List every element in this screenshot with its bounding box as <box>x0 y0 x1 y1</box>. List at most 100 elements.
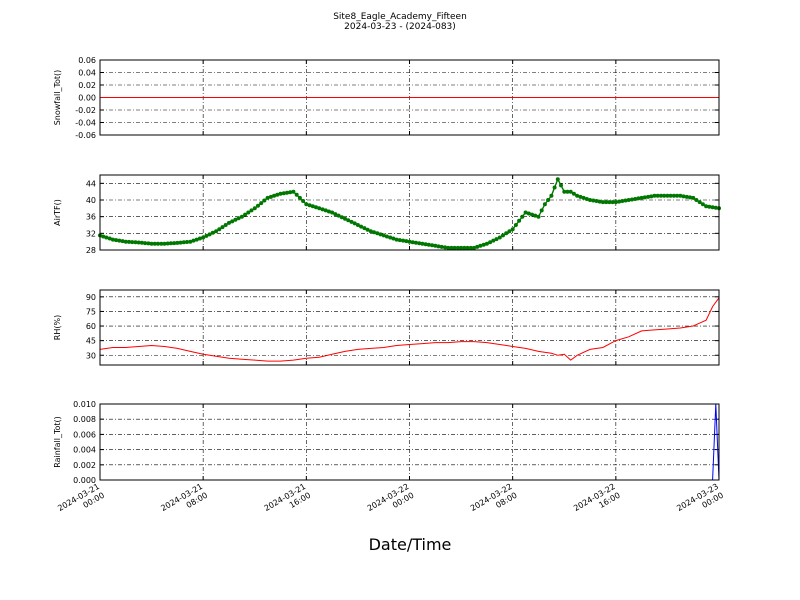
y-axis-label-snowfall: Snowfall_Tot() <box>53 70 62 126</box>
data-point <box>343 216 347 221</box>
data-point <box>288 190 293 195</box>
y-tick-label: 0.004 <box>73 446 96 455</box>
data-point <box>617 199 622 204</box>
data-point <box>536 214 541 219</box>
data-point <box>455 245 460 250</box>
data-point <box>584 197 589 201</box>
data-point <box>549 193 554 198</box>
data-point <box>472 245 476 250</box>
data-point <box>655 193 660 198</box>
data-point <box>233 217 238 222</box>
y-tick-label: 36 <box>86 213 96 222</box>
data-point <box>259 201 264 206</box>
data-point <box>678 193 683 198</box>
data-point <box>330 210 335 215</box>
y-tick-label: 0.010 <box>73 400 96 409</box>
data-point <box>681 194 686 199</box>
y-tick-label: 28 <box>86 246 96 255</box>
y-tick-label: 32 <box>86 229 96 238</box>
data-point <box>433 243 438 248</box>
data-point <box>668 193 673 198</box>
y-axis-label-airtf: AirTF() <box>53 199 62 226</box>
chart-panels: 0.06 0.04 0.02 0.00 -0.02 -0.04 -0.06 Snowfall_… <box>53 56 721 485</box>
data-point <box>339 215 344 220</box>
data-point <box>185 240 189 244</box>
data-point <box>156 241 160 246</box>
data-point <box>320 207 325 212</box>
data-point <box>314 205 318 210</box>
y-tick-label: -0.04 <box>75 119 96 128</box>
data-point <box>304 202 309 207</box>
data-point <box>333 212 338 217</box>
data-point <box>381 233 386 238</box>
plot-frame <box>99 403 720 481</box>
data-point <box>688 195 692 200</box>
data-point <box>268 194 273 199</box>
data-point <box>120 239 125 244</box>
data-point <box>630 197 634 202</box>
data-point <box>117 238 122 243</box>
data-point <box>230 219 235 224</box>
data-point <box>568 189 573 194</box>
x-axis-label: Date/Time <box>369 535 452 554</box>
data-point <box>214 229 219 234</box>
data-point <box>707 204 712 209</box>
data-point <box>520 214 525 219</box>
data-point <box>659 193 663 198</box>
data-point <box>252 206 257 211</box>
data-point <box>101 234 106 239</box>
data-point <box>281 191 286 196</box>
data-point <box>468 245 473 250</box>
data-point <box>133 240 138 245</box>
y-tick-label: 75 <box>86 307 96 316</box>
panel-rh: 90 75 60 45 30 RH(%) <box>53 289 720 366</box>
data-point <box>168 241 173 246</box>
plot-frame <box>99 174 720 251</box>
data-point <box>526 211 531 216</box>
data-point <box>262 198 267 203</box>
data-point <box>372 230 376 235</box>
data-point <box>671 193 676 198</box>
data-point <box>588 198 592 202</box>
data-point <box>700 202 705 207</box>
y-tick-label: 0.00 <box>78 94 96 103</box>
figure-subtitle: 2024-03-23 - (2024-083) <box>344 22 456 32</box>
data-point <box>394 237 399 242</box>
data-point <box>178 240 183 245</box>
data-point <box>604 200 609 205</box>
data-point <box>530 212 534 217</box>
data-point <box>510 227 515 232</box>
data-point <box>571 191 576 196</box>
data-point <box>662 193 667 198</box>
data-point <box>704 204 709 209</box>
data-point <box>507 229 512 234</box>
data-point <box>546 198 551 202</box>
data-point <box>423 242 428 247</box>
data-point <box>397 238 402 243</box>
data-point <box>694 198 699 202</box>
data-point <box>488 240 493 245</box>
data-point <box>600 200 605 205</box>
data-point <box>359 224 364 229</box>
data-point <box>504 231 509 236</box>
data-point <box>684 194 689 199</box>
data-point <box>407 239 412 244</box>
data-point <box>697 200 702 205</box>
panel-snowfall: 0.06 0.04 0.02 0.00 -0.02 -0.04 -0.06 Snowfall_… <box>53 56 720 140</box>
data-point <box>475 244 480 249</box>
panel-rainfall: 0.010 0.008 0.006 0.004 0.002 0.000 Rainfall_T… <box>53 400 720 485</box>
y-tick-label: -0.02 <box>75 106 96 115</box>
data-point <box>278 191 283 196</box>
data-point <box>243 212 248 217</box>
data-point <box>559 183 563 188</box>
data-point <box>220 225 225 230</box>
data-point <box>191 238 196 243</box>
data-point <box>162 241 167 246</box>
data-point <box>123 239 128 244</box>
data-point <box>130 240 135 245</box>
